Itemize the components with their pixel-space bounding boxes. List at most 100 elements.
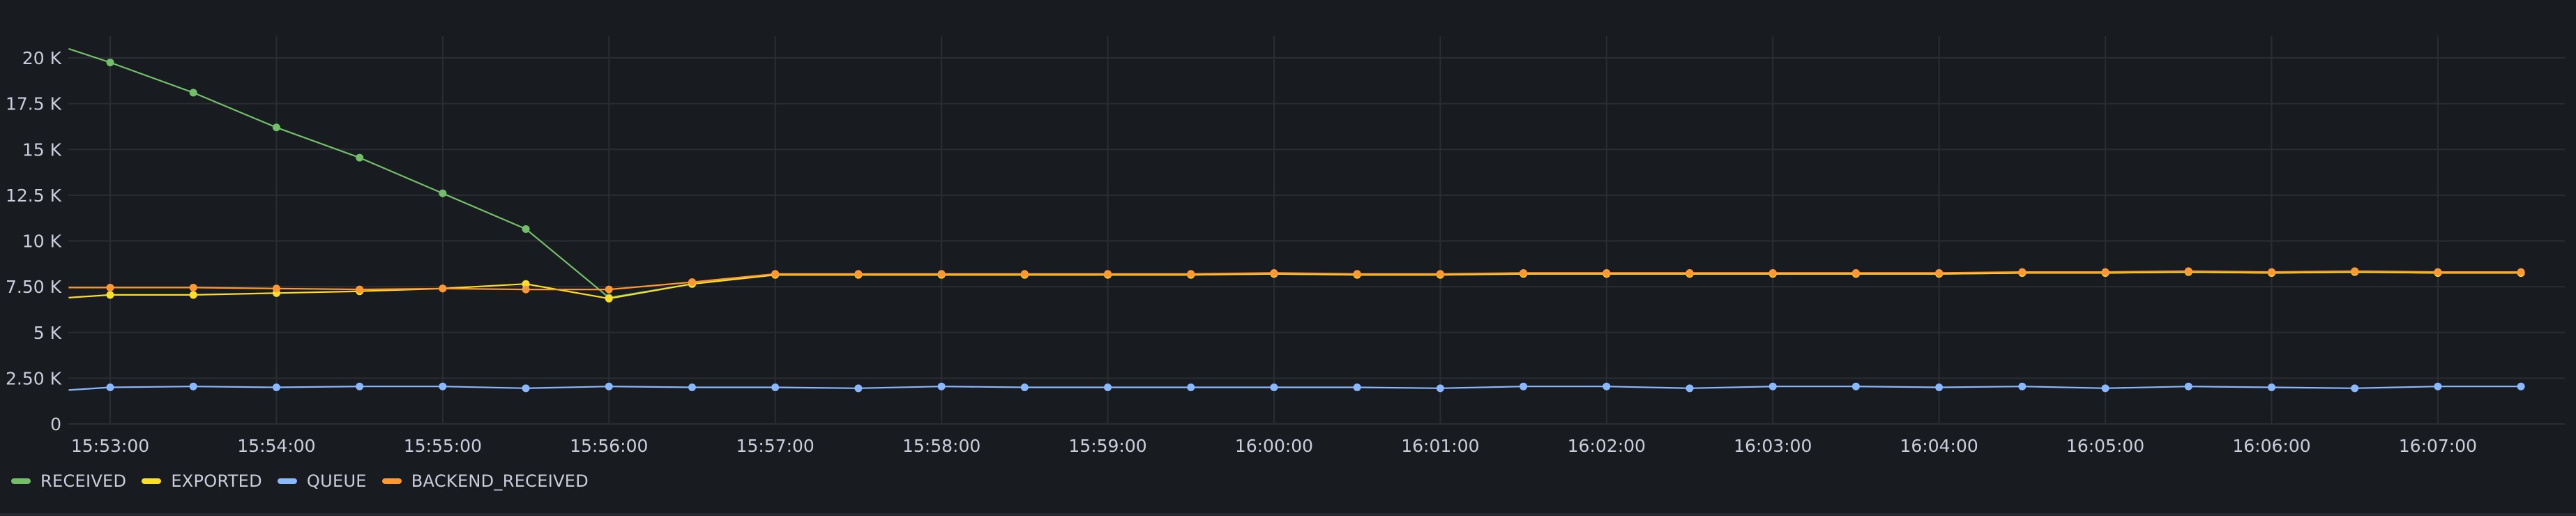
data-point-queue[interactable]: [189, 382, 197, 390]
data-point-queue[interactable]: [854, 384, 863, 393]
x-tick-label: 16:04:00: [1900, 436, 1978, 456]
data-point-backend-received[interactable]: [1270, 268, 1278, 277]
series-line-exported[interactable]: [68, 271, 2522, 300]
data-point-queue[interactable]: [2101, 384, 2109, 393]
data-point-queue[interactable]: [2351, 384, 2359, 393]
data-point-received[interactable]: [106, 59, 114, 67]
data-point-backend-received[interactable]: [2101, 268, 2109, 276]
data-point-received[interactable]: [189, 89, 197, 97]
data-point-backend-received[interactable]: [1520, 268, 1528, 277]
data-point-queue[interactable]: [106, 384, 114, 391]
data-point-queue[interactable]: [1685, 384, 1694, 393]
x-tick-label: 16:01:00: [1401, 436, 1479, 456]
grid: [68, 36, 2565, 425]
data-point-backend-received[interactable]: [2351, 267, 2359, 275]
data-point-backend-received[interactable]: [2184, 267, 2192, 275]
y-tick-label: 15 K: [22, 139, 62, 160]
legend-swatch: [381, 478, 402, 484]
legend-item-backend-received[interactable]: BACKEND_RECEIVED: [381, 471, 589, 491]
data-point-queue[interactable]: [1436, 384, 1444, 393]
panel-divider: [0, 513, 2576, 516]
data-point-backend-received[interactable]: [1935, 268, 1944, 277]
data-point-exported[interactable]: [106, 291, 114, 299]
data-point-queue[interactable]: [1020, 384, 1029, 391]
x-tick-label: 15:58:00: [902, 436, 980, 456]
legend-swatch: [277, 478, 297, 484]
data-point-backend-received[interactable]: [1768, 268, 1777, 277]
data-point-backend-received[interactable]: [688, 278, 696, 287]
y-tick-label: 20 K: [22, 48, 62, 68]
data-point-backend-received[interactable]: [1603, 268, 1611, 277]
data-point-queue[interactable]: [1270, 384, 1278, 391]
data-point-queue[interactable]: [1768, 382, 1777, 390]
legend-item-exported[interactable]: EXPORTED: [142, 471, 262, 491]
data-point-backend-received[interactable]: [2434, 268, 2442, 276]
data-point-queue[interactable]: [688, 384, 696, 391]
data-point-exported[interactable]: [605, 294, 613, 303]
series-line-queue[interactable]: [68, 386, 2522, 391]
data-point-exported[interactable]: [522, 280, 530, 288]
data-point-received[interactable]: [522, 225, 530, 233]
data-point-queue[interactable]: [1520, 382, 1528, 390]
x-tick-label: 16:07:00: [2399, 436, 2477, 456]
data-point-queue[interactable]: [771, 384, 780, 391]
x-tick-label: 15:56:00: [570, 436, 648, 456]
data-point-backend-received[interactable]: [605, 285, 613, 294]
data-point-backend-received[interactable]: [1353, 270, 1361, 278]
legend-swatch: [11, 478, 31, 484]
data-point-backend-received[interactable]: [189, 283, 197, 291]
x-axis: 15:53:00 15:54:00 15:55:00 15:56:00 15:57:00…: [71, 436, 2477, 456]
data-point-queue[interactable]: [1187, 384, 1195, 391]
x-tick-label: 15:55:00: [404, 436, 482, 456]
legend-label: EXPORTED: [171, 471, 262, 491]
data-point-queue[interactable]: [937, 382, 946, 390]
legend-item-received[interactable]: RECEIVED: [11, 471, 126, 491]
data-point-queue[interactable]: [2434, 382, 2442, 390]
chart-plot[interactable]: 0 2.50 K 5 K 7.50 K 10 K 12.5 K 15 K 17.5 K 20 K…: [0, 0, 2576, 466]
legend: RECEIVED EXPORTED QUEUE BACKEND_RECEIVED: [11, 469, 589, 494]
data-point-backend-received[interactable]: [1104, 270, 1112, 278]
y-tick-label: 10 K: [22, 232, 62, 252]
data-point-queue[interactable]: [356, 382, 364, 390]
data-point-backend-received[interactable]: [854, 270, 863, 278]
x-tick-label: 16:03:00: [1734, 436, 1812, 456]
data-point-backend-received[interactable]: [1020, 270, 1029, 278]
data-point-queue[interactable]: [2517, 382, 2525, 390]
data-point-queue[interactable]: [1603, 382, 1611, 390]
y-tick-label: 7.50 K: [6, 277, 62, 297]
data-point-backend-received[interactable]: [2267, 268, 2275, 276]
data-point-backend-received[interactable]: [272, 284, 280, 293]
data-point-backend-received[interactable]: [1187, 270, 1195, 278]
data-point-queue[interactable]: [2267, 384, 2275, 391]
data-point-queue[interactable]: [1851, 382, 1860, 390]
x-tick-label: 15:59:00: [1068, 436, 1146, 456]
data-point-exported[interactable]: [189, 291, 197, 299]
legend-item-queue[interactable]: QUEUE: [277, 471, 367, 491]
data-point-queue[interactable]: [439, 382, 447, 390]
data-point-backend-received[interactable]: [356, 285, 364, 294]
data-point-queue[interactable]: [1935, 384, 1944, 391]
data-point-queue[interactable]: [2184, 382, 2192, 390]
data-point-backend-received[interactable]: [522, 285, 530, 294]
data-point-queue[interactable]: [1353, 384, 1361, 391]
data-point-queue[interactable]: [522, 384, 530, 393]
data-point-backend-received[interactable]: [2517, 268, 2525, 276]
data-point-backend-received[interactable]: [439, 284, 447, 293]
data-point-queue[interactable]: [2018, 382, 2026, 390]
data-point-received[interactable]: [439, 189, 447, 197]
data-point-backend-received[interactable]: [2018, 268, 2026, 276]
data-point-backend-received[interactable]: [1436, 270, 1444, 278]
series-line-received[interactable]: [68, 47, 2522, 298]
data-point-received[interactable]: [356, 153, 364, 162]
data-point-queue[interactable]: [1104, 384, 1112, 391]
data-point-backend-received[interactable]: [1685, 268, 1694, 277]
data-point-backend-received[interactable]: [937, 270, 946, 278]
data-point-queue[interactable]: [272, 384, 280, 391]
data-point-backend-received[interactable]: [106, 283, 114, 291]
data-point-received[interactable]: [272, 123, 280, 132]
data-point-backend-received[interactable]: [771, 270, 780, 278]
x-tick-label: 16:06:00: [2232, 436, 2310, 456]
data-point-backend-received[interactable]: [1851, 268, 1860, 277]
data-point-queue[interactable]: [605, 382, 613, 390]
x-tick-label: 16:05:00: [2066, 436, 2144, 456]
